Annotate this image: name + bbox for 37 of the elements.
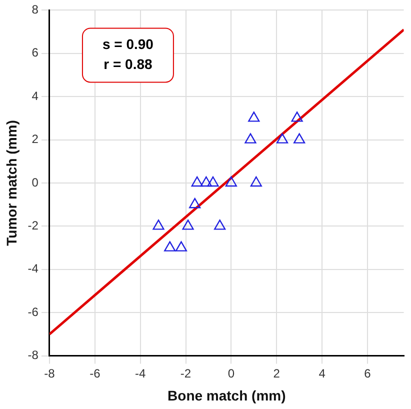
point (175, 241, 188, 252)
point (250, 176, 262, 187)
x-tick-label: -8 (44, 366, 56, 380)
y-tick-label: 0 (32, 175, 39, 190)
x-tick-label: 2 (273, 366, 280, 380)
x-tick-label: -4 (134, 366, 146, 380)
x-tick-label: 6 (364, 366, 372, 380)
point (182, 220, 194, 230)
point (207, 176, 219, 187)
point (294, 133, 306, 144)
annotation: s = 0.90 (102, 36, 154, 52)
y-tick-label: 4 (32, 88, 39, 103)
annotation: r = 0.88 (104, 56, 152, 72)
x-tick-label: 0 (228, 366, 235, 380)
point (214, 220, 226, 230)
point (191, 176, 203, 187)
y-tick-label: 6 (32, 46, 39, 60)
y-tick-label: -8 (28, 348, 39, 362)
point (189, 198, 201, 208)
y-axis-title: Tumor match (mm) (3, 120, 20, 246)
point (276, 133, 288, 144)
point (200, 176, 212, 187)
point (244, 133, 256, 144)
point (152, 220, 164, 230)
x-tick-label: -6 (90, 366, 101, 380)
y-tick-label: -6 (28, 304, 39, 319)
point (248, 112, 260, 122)
point (291, 112, 303, 122)
y-tick-label: -4 (28, 262, 39, 276)
x-tick-label: -2 (180, 366, 192, 380)
y-tick-label: -2 (28, 218, 39, 233)
y-tick-label: 2 (32, 132, 39, 146)
x-axis-title: Bone match (mm) (168, 387, 286, 404)
y-tick-label: 8 (32, 2, 39, 17)
x-tick-label: 4 (318, 366, 326, 380)
point (164, 241, 176, 252)
point (225, 176, 237, 187)
